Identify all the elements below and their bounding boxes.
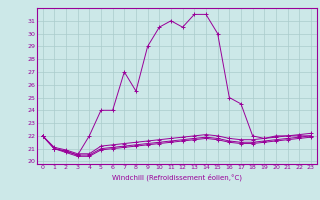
X-axis label: Windchill (Refroidissement éolien,°C): Windchill (Refroidissement éolien,°C) (112, 173, 242, 181)
